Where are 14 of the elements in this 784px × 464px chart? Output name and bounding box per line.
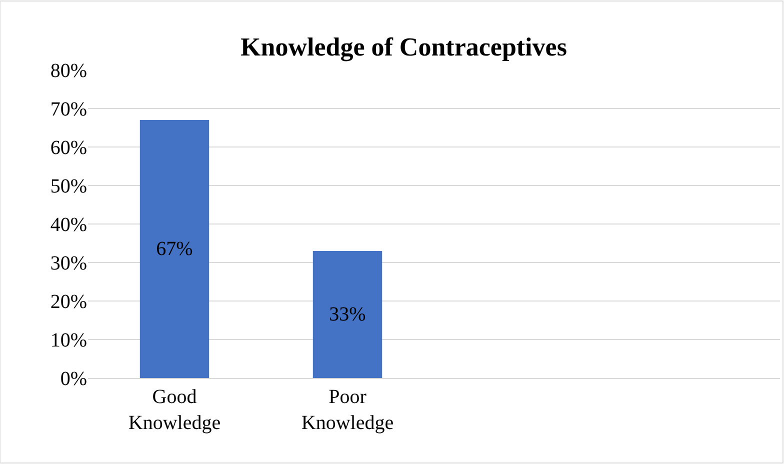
x-tick-label: Poor Knowledge — [301, 386, 394, 434]
y-tick-label: 20% — [50, 291, 87, 313]
y-tick-label: 0% — [60, 368, 87, 390]
y-tick-label: 80% — [50, 60, 87, 82]
data-label: 67% — [156, 238, 193, 260]
y-tick-label: 70% — [50, 98, 87, 120]
x-tick-label: Good Knowledge — [128, 386, 221, 434]
y-tick-label: 40% — [50, 214, 87, 236]
chart-title: Knowledge of Contraceptives — [240, 32, 567, 62]
y-tick-label: 50% — [50, 176, 87, 198]
y-tick-label: 30% — [50, 252, 87, 274]
y-tick-label: 10% — [50, 330, 87, 352]
y-tick-label: 60% — [50, 137, 87, 159]
data-label: 33% — [329, 303, 366, 326]
